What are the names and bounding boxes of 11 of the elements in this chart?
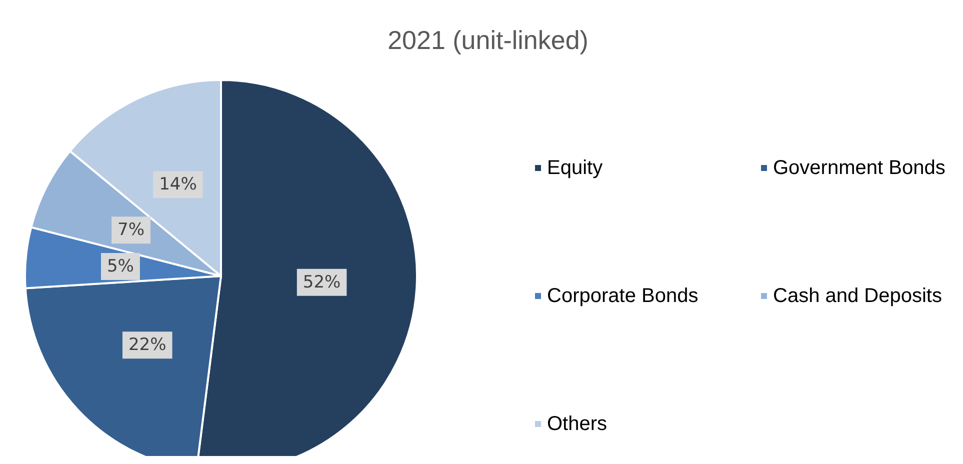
legend-label: Equity (547, 157, 603, 179)
data-label: 5% (106, 256, 134, 276)
data-label: 14% (159, 174, 197, 195)
data-label: 7% (118, 220, 144, 240)
data-label: 52% (302, 272, 341, 292)
chart-title: 2021 (unit-linked) (388, 25, 588, 55)
legend-label: Government Bonds (773, 157, 946, 179)
data-label: 22% (128, 335, 166, 356)
legend-label: Corporate Bonds (547, 285, 698, 307)
legend-label: Others (547, 413, 608, 435)
legend-label: Cash and Deposits (773, 285, 942, 307)
